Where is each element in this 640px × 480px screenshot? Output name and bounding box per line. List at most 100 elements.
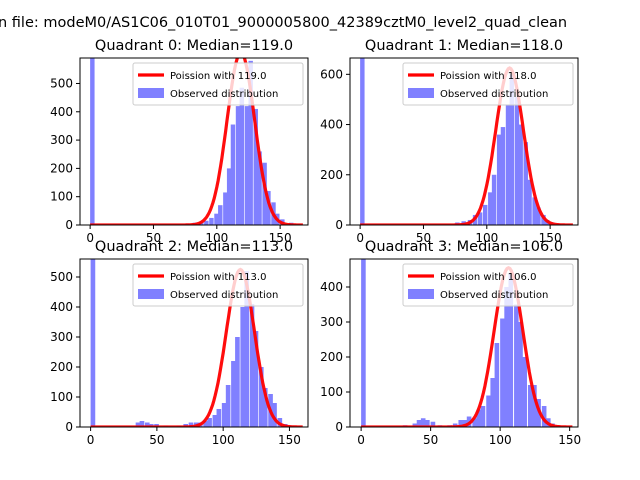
poisson-fit-line <box>90 58 303 225</box>
histogram-bar <box>508 273 514 427</box>
y-tick-label: 500 <box>50 76 73 90</box>
y-tick-label: 200 <box>50 161 73 175</box>
quadrant-title: Quadrant 2: Median=113.0 <box>95 239 293 255</box>
histogram-bar <box>223 192 228 225</box>
x-tick-label: 50 <box>416 231 431 245</box>
poisson-fit-line <box>361 266 573 427</box>
histogram <box>90 259 295 427</box>
histogram-bar <box>209 217 214 225</box>
histogram-bar <box>272 403 277 427</box>
histogram-bar <box>225 385 231 427</box>
histogram-bar <box>509 74 515 225</box>
poisson-fit-line <box>90 267 303 427</box>
axes-frame <box>349 57 579 226</box>
histogram-bar <box>532 197 537 225</box>
quadrant-0-plot: 0 50 100 150 0 100 200 300 400 500 Poission with 1… <box>50 38 309 245</box>
histogram-bar <box>226 168 232 225</box>
legend: Poission with 106.0 Observed distribution <box>402 263 574 307</box>
histogram-bar <box>494 343 500 427</box>
histogram-bar <box>235 337 240 427</box>
histogram-bar <box>527 179 532 225</box>
legend: Poission with 119.0 Observed distribution <box>132 62 304 106</box>
histogram-bar <box>230 124 236 225</box>
legend: Poission with 113.0 Observed distribution <box>132 263 304 307</box>
histogram-bar <box>491 174 497 225</box>
legend: Poission with 118.0 Observed distribution <box>402 62 574 106</box>
histogram-bar <box>500 318 505 427</box>
legend-box <box>402 62 574 106</box>
quadrant-title: Quadrant 3: Median=106.0 <box>365 239 563 255</box>
x-tick-label: 100 <box>212 433 235 447</box>
histogram-bar <box>221 403 227 427</box>
histogram-bar <box>258 367 264 427</box>
histogram-bar <box>462 420 468 427</box>
histogram-bar <box>248 60 253 225</box>
axes-frame <box>349 258 579 428</box>
histogram-bar <box>262 388 268 427</box>
histogram-bar <box>218 205 223 225</box>
legend-box <box>402 263 574 307</box>
histogram-bar <box>420 418 426 427</box>
legend-label: Poission with 113.0 <box>170 272 266 283</box>
figure-suptitle: n file: modeM0/AS1C06_010T01_9000005800_… <box>0 15 567 31</box>
y-tick-label: 200 <box>320 168 343 182</box>
histogram <box>361 259 561 427</box>
histogram-bar <box>458 420 464 427</box>
histogram-bar <box>144 422 150 427</box>
histogram-bar <box>203 421 208 427</box>
x-tick-label: 150 <box>269 231 292 245</box>
legend-hist-swatch <box>408 289 434 299</box>
histogram-bar <box>496 134 502 225</box>
histogram-bar <box>476 409 482 427</box>
histogram-bar <box>486 395 491 427</box>
histogram-bar <box>425 420 430 427</box>
histogram-bar <box>212 415 218 427</box>
histogram <box>90 58 300 225</box>
histogram-bar <box>472 418 477 427</box>
histogram-bar <box>231 361 236 427</box>
y-tick-label: 0 <box>335 420 343 434</box>
histogram-bar <box>518 322 523 427</box>
histogram-bar <box>361 259 366 427</box>
histogram-bar <box>135 422 141 427</box>
histogram-bar <box>505 104 511 225</box>
legend-label: Poission with 119.0 <box>170 71 266 82</box>
x-tick-label: 50 <box>146 231 161 245</box>
histogram-bar <box>483 204 488 225</box>
axes-frame <box>79 258 309 428</box>
histogram-bar <box>216 409 222 427</box>
legend-box <box>132 62 304 106</box>
y-tick-label: 300 <box>320 315 343 329</box>
poisson-fit-line <box>360 66 573 225</box>
histogram-bar <box>262 162 267 225</box>
y-tick-label: 400 <box>50 300 73 314</box>
y-tick-label: 300 <box>50 330 73 344</box>
y-tick-label: 100 <box>320 385 343 399</box>
quadrant-3-plot: 0 50 100 150 0 100 200 300 400 Poission with 106.… <box>320 239 581 447</box>
histogram-bar <box>244 271 250 427</box>
histogram-bar <box>266 191 271 225</box>
histogram-bar <box>488 192 493 225</box>
histogram-bar <box>514 304 519 427</box>
legend-box <box>132 263 304 307</box>
histogram-bar <box>253 331 259 427</box>
histogram-bar <box>504 287 509 427</box>
histogram-bar <box>480 406 486 427</box>
histogram-bar <box>214 213 219 225</box>
x-tick-label: 100 <box>205 231 228 245</box>
axes-frame <box>79 57 309 226</box>
legend-label: Observed distribution <box>440 89 548 100</box>
x-tick-label: 50 <box>423 433 438 447</box>
x-tick-label: 0 <box>356 231 364 245</box>
quadrant-2-plot: 0 50 100 150 0 100 200 300 400 500 Poission with 1… <box>50 239 309 447</box>
histogram-bar <box>204 220 209 225</box>
y-tick-label: 0 <box>65 420 73 434</box>
x-tick-label: 150 <box>539 231 562 245</box>
histogram-bar <box>430 421 436 427</box>
x-tick-label: 100 <box>489 433 512 447</box>
x-tick-label: 150 <box>278 433 301 447</box>
y-tick-label: 400 <box>320 280 343 294</box>
histogram-bar <box>139 421 145 427</box>
y-tick-label: 200 <box>50 360 73 374</box>
histogram-bar <box>523 142 528 225</box>
